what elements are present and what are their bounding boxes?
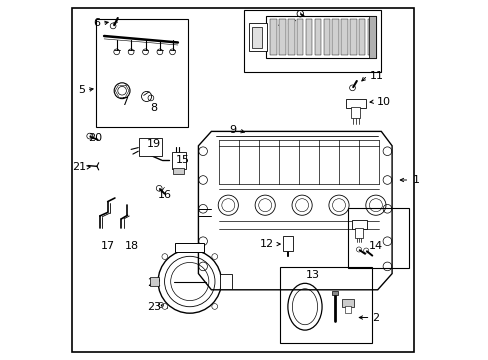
Bar [342, 299, 353, 307]
Text: 12: 12 [260, 239, 274, 249]
Bar [349, 19, 356, 55]
Bar [96, 19, 187, 127]
Bar [279, 19, 285, 55]
Bar [219, 274, 232, 289]
Text: 7: 7 [121, 96, 128, 107]
Bar [358, 19, 365, 55]
Text: 5: 5 [78, 85, 85, 95]
Text: 13: 13 [305, 270, 319, 280]
Text: 15: 15 [175, 155, 189, 165]
Bar [175, 243, 204, 252]
Bar [346, 99, 365, 108]
Text: 14: 14 [368, 240, 382, 251]
Circle shape [162, 254, 167, 260]
Text: 16: 16 [158, 190, 172, 200]
Bar [244, 10, 381, 72]
Bar [367, 19, 373, 55]
Text: 18: 18 [125, 240, 139, 251]
Text: 10: 10 [376, 96, 390, 107]
Text: 8: 8 [150, 103, 157, 113]
Circle shape [211, 254, 217, 260]
Bar [251, 27, 261, 48]
Bar [352, 220, 366, 229]
Bar [270, 19, 276, 55]
Text: 3: 3 [248, 39, 255, 49]
Text: 11: 11 [369, 71, 383, 81]
Bar [283, 236, 293, 251]
Bar [265, 16, 375, 58]
Bar [287, 19, 294, 55]
Text: 17: 17 [101, 240, 115, 251]
Text: 22: 22 [147, 278, 162, 288]
Bar [171, 152, 186, 169]
Text: 6: 6 [93, 18, 101, 28]
Bar [248, 23, 266, 51]
Bar [332, 19, 338, 55]
Text: 23: 23 [147, 302, 161, 312]
Bar [305, 19, 312, 55]
Bar [345, 306, 350, 313]
Text: 1: 1 [412, 175, 419, 185]
Bar [296, 19, 303, 55]
Bar [368, 16, 375, 58]
Text: 20: 20 [88, 132, 102, 143]
Text: 2: 2 [371, 312, 379, 323]
Text: 21: 21 [72, 162, 86, 172]
Circle shape [162, 303, 167, 309]
Text: 9: 9 [229, 125, 236, 135]
Bar [150, 277, 159, 286]
Bar [351, 107, 360, 118]
Bar [332, 291, 337, 295]
Bar [279, 267, 371, 343]
Bar [355, 228, 363, 238]
Text: 19: 19 [146, 139, 161, 149]
Circle shape [211, 303, 217, 309]
Text: 4: 4 [276, 20, 284, 30]
Bar [341, 19, 347, 55]
Bar [173, 168, 183, 174]
Bar [139, 138, 162, 156]
Bar [347, 208, 408, 268]
Bar [323, 19, 329, 55]
Bar [314, 19, 321, 55]
